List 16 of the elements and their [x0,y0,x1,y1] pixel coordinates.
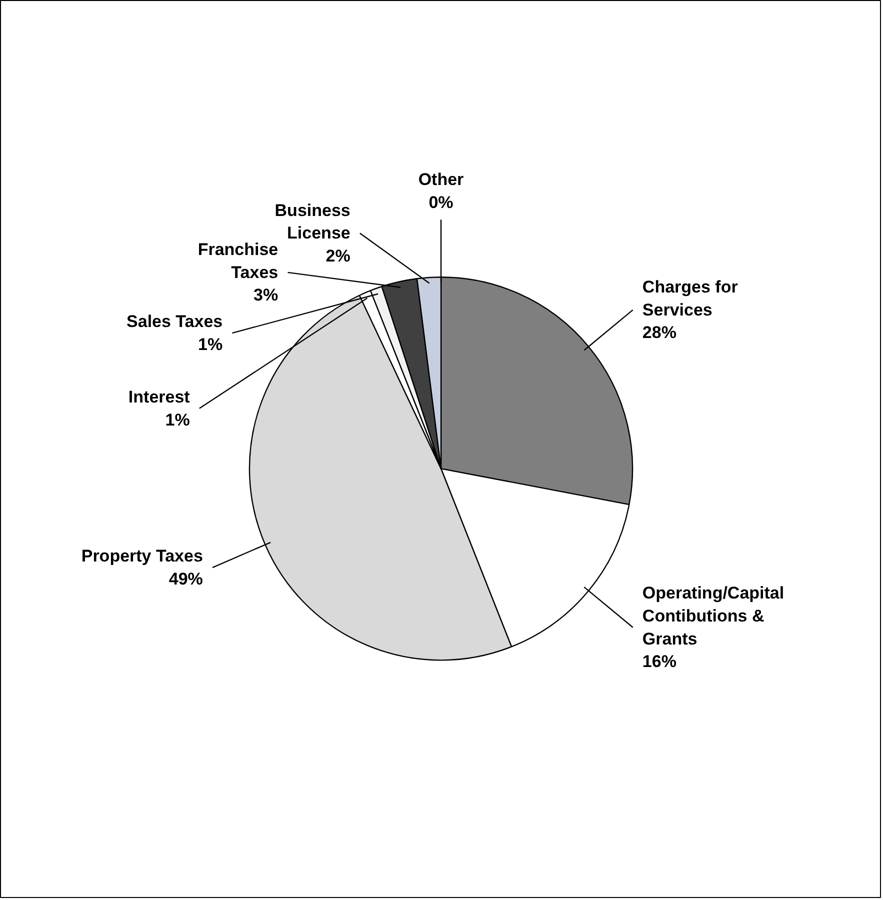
slice-label: Charges for Services [642,278,738,320]
data-label: 49% [168,569,203,588]
data-label: 3% [254,286,278,305]
slice-label: Interest [128,388,190,407]
data-label: 1% [165,410,190,430]
data-label: 28% [642,323,676,342]
slice-label: Franchise Taxes [198,240,278,282]
slice-label: Property Taxes [81,546,203,566]
data-label: 16% [642,652,676,672]
text: 0% [428,192,454,212]
data-label: 1% [198,334,223,354]
data-label: 2% [326,246,350,266]
category-label: Other [418,170,464,190]
slice-label: Sales Taxes [126,312,223,332]
slice-label: Operating/Capital Contibutions & Grants [642,584,784,648]
slice-label: Business License [274,200,350,243]
